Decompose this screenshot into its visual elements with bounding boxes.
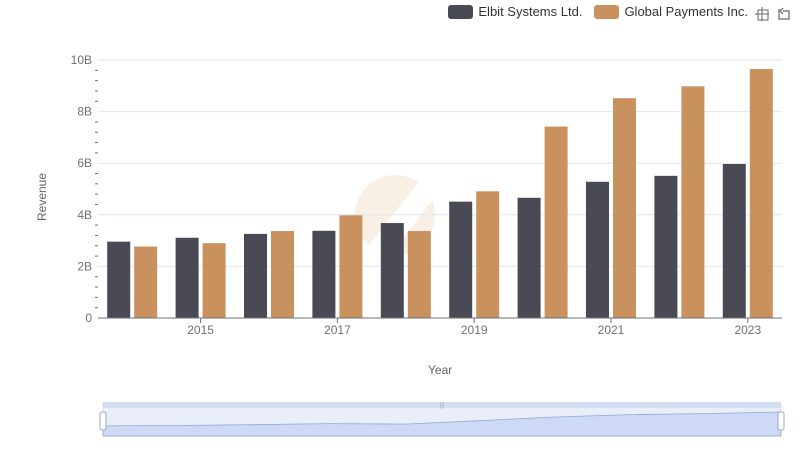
bar-global-payments-2016[interactable] [271, 231, 294, 318]
zoom-handle-left[interactable] [99, 411, 107, 431]
y-axis-title: Revenue [35, 172, 50, 222]
zoom-icon[interactable] [754, 6, 770, 22]
gridlines [98, 59, 782, 267]
bar-global-payments-2021[interactable] [613, 98, 636, 319]
bar-global-payments-2017[interactable] [339, 215, 363, 318]
legend-item-elbit[interactable]: Elbit Systems Ltd. [448, 4, 582, 19]
legend-swatch-global-payments [594, 4, 620, 19]
bar-elbit-2020[interactable] [517, 197, 541, 318]
bar-global-payments-2018[interactable] [407, 231, 431, 318]
y-tick-label: 2B [77, 259, 92, 273]
zoom-grip-icon: ||| [440, 403, 445, 409]
legend: Elbit Systems Ltd. Global Payments Inc. [448, 4, 748, 19]
zoom-handle-right[interactable] [777, 411, 785, 431]
zoom-move-bar[interactable] [103, 402, 781, 408]
bar-global-payments-2019[interactable] [476, 191, 500, 318]
bar-elbit-2016[interactable] [244, 233, 267, 318]
bar-elbit-2015[interactable] [175, 237, 199, 318]
y-tick-label: 0 [85, 311, 92, 325]
x-tick-label: 2021 [598, 323, 625, 337]
y-axis-tick-labels: 0 2B 4B 6B 8B 10B [71, 53, 93, 325]
legend-label-elbit: Elbit Systems Ltd. [478, 4, 583, 19]
bar-global-payments-2020[interactable] [544, 126, 568, 319]
x-tick-label: 2015 [187, 323, 214, 337]
bar-global-payments-2014[interactable] [134, 246, 158, 318]
bar-elbit-2017[interactable] [312, 230, 336, 318]
y-axis-minor-ticks [95, 69, 98, 309]
x-axis-tick-labels: 2015 2017 2019 2021 2023 [187, 318, 761, 337]
bar-elbit-2018[interactable] [380, 223, 404, 318]
bar-elbit-2019[interactable] [449, 201, 473, 318]
bar-elbit-2022[interactable] [654, 175, 678, 318]
bar-elbit-2014[interactable] [107, 241, 131, 318]
legend-label-global-payments: Global Payments Inc. [624, 4, 748, 19]
legend-item-global-payments[interactable]: Global Payments Inc. [594, 4, 748, 19]
x-tick-label: 2017 [324, 323, 351, 337]
x-tick-label: 2023 [734, 323, 761, 337]
toolbox [754, 6, 792, 22]
y-tick-label: 8B [77, 105, 92, 119]
bar-elbit-2023[interactable] [722, 163, 746, 318]
y-tick-label: 4B [77, 208, 92, 222]
legend-swatch-elbit [448, 4, 474, 19]
restore-icon[interactable] [776, 6, 792, 22]
x-axis-title: Year [428, 363, 453, 377]
y-tick-label: 10B [71, 53, 92, 67]
bar-global-payments-2022[interactable] [681, 86, 705, 318]
y-tick-label: 6B [77, 156, 92, 170]
bar-global-payments-2015[interactable] [202, 243, 226, 318]
x-tick-label: 2019 [461, 323, 488, 337]
bar-global-payments-2023[interactable] [749, 69, 773, 318]
data-zoom-slider[interactable]: ||| [99, 402, 785, 437]
bar-elbit-2021[interactable] [586, 181, 609, 318]
bars [107, 69, 773, 319]
